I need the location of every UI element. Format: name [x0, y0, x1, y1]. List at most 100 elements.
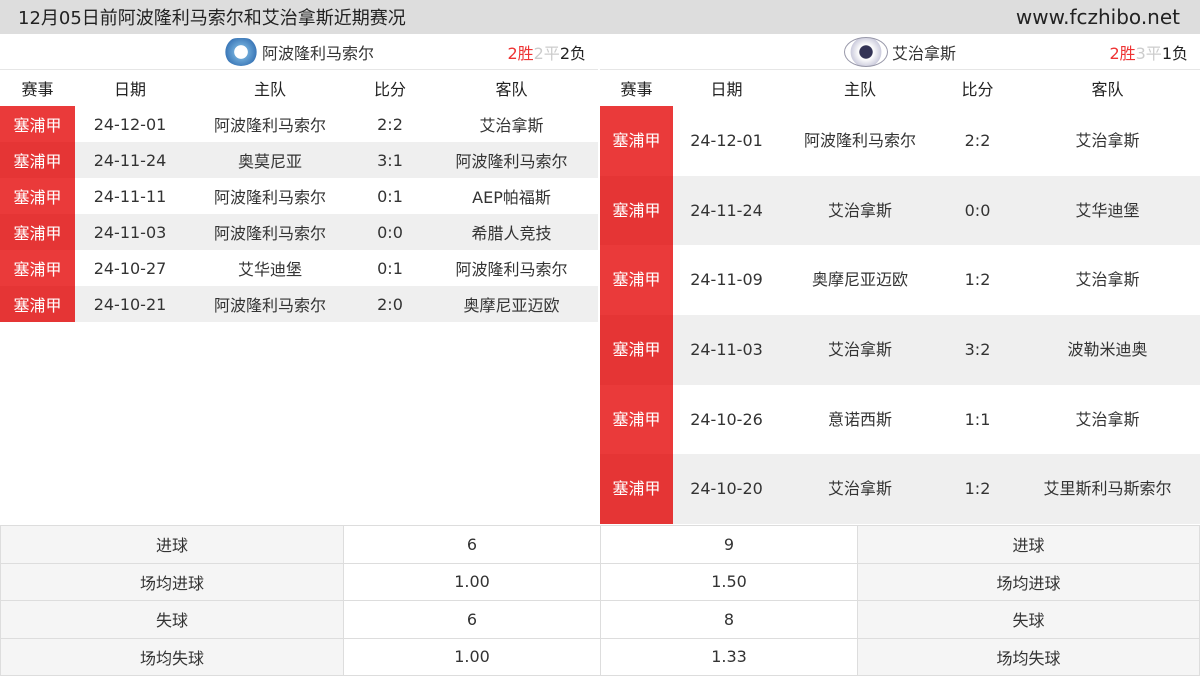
- away-team-cell[interactable]: 奥摩尼亚迈欧: [425, 286, 598, 322]
- home-team-cell[interactable]: 阿波隆利马索尔: [213, 188, 326, 207]
- away-team-panel: 艾治拿斯 2胜3平1负 赛事 日期 主队 比分 客队 塞浦甲 24-12-01 阿波…: [600, 34, 1200, 525]
- table-row: 塞浦甲 24-12-01 阿波隆利马索尔 2:2 艾治拿斯: [600, 106, 1200, 176]
- home-team-cell[interactable]: 艾治拿斯: [780, 454, 940, 525]
- home-team-cell[interactable]: 艾治拿斯: [780, 175, 940, 246]
- competition-cell: 塞浦甲: [0, 178, 75, 214]
- home-stat-value: 6: [343, 600, 601, 639]
- stats-row: 失球 6 8 失球: [0, 600, 1200, 639]
- score-cell[interactable]: 2:0: [355, 286, 425, 322]
- col-date: 日期: [710, 80, 743, 99]
- col-away: 客队: [495, 80, 528, 99]
- away-team-cell[interactable]: 艾治拿斯: [1075, 409, 1140, 429]
- stat-label: 失球: [857, 600, 1200, 639]
- score-cell[interactable]: 3:2: [940, 315, 1015, 385]
- table-row: 塞浦甲 24-11-24 奥莫尼亚 3:1 阿波隆利马索尔: [0, 142, 598, 178]
- score-cell[interactable]: 1:1: [964, 409, 991, 429]
- away-team-cell[interactable]: 艾里斯利马斯索尔: [1015, 454, 1200, 525]
- away-team-cell[interactable]: 阿波隆利马索尔: [425, 142, 598, 178]
- match-table: 赛事 日期 主队 比分 客队 塞浦甲 24-12-01 阿波隆利马索尔 2:2 艾治拿斯…: [600, 70, 1200, 525]
- team-name[interactable]: 阿波隆利马索尔: [261, 43, 374, 63]
- competition-cell: 塞浦甲: [600, 454, 673, 525]
- score-cell[interactable]: 2:2: [377, 114, 403, 134]
- table-row: 塞浦甲 24-10-20 艾治拿斯 1:2 艾里斯利马斯索尔: [600, 454, 1200, 525]
- away-team-cell[interactable]: AEP帕福斯: [472, 188, 551, 207]
- competition-cell: 塞浦甲: [0, 286, 75, 322]
- record-lose: 1负: [1161, 43, 1188, 63]
- home-team-panel: 阿波隆利马索尔 2胜2平2负 赛事 日期 主队 比分 客队 塞浦甲 24-12-0…: [0, 34, 598, 525]
- away-team-cell[interactable]: 艾治拿斯: [1075, 130, 1140, 150]
- record-win: 2胜: [507, 43, 534, 63]
- home-team-cell[interactable]: 阿波隆利马索尔: [185, 286, 355, 322]
- score-cell[interactable]: 1:2: [964, 270, 991, 290]
- table-header: 赛事 日期 主队 比分 客队: [600, 70, 1200, 106]
- record-draw: 2平: [533, 43, 560, 63]
- record-win: 2胜: [1109, 43, 1136, 63]
- stats-row: 场均进球 1.00 1.50 场均进球: [0, 562, 1200, 601]
- table-row: 塞浦甲 24-10-27 艾华迪堡 0:1 阿波隆利马索尔: [0, 250, 598, 286]
- col-away: 客队: [1091, 80, 1124, 99]
- away-team-cell[interactable]: 阿波隆利马索尔: [455, 260, 568, 279]
- table-row: 塞浦甲 24-11-03 艾治拿斯 3:2 波勒米迪奥: [600, 315, 1200, 385]
- away-team-cell[interactable]: 艾治拿斯: [1075, 270, 1140, 290]
- competition-cell: 塞浦甲: [600, 106, 673, 176]
- stat-label: 失球: [0, 600, 344, 639]
- col-score: 比分: [961, 80, 994, 99]
- site-url[interactable]: www.fczhibo.net: [1015, 5, 1180, 29]
- table-row: 塞浦甲 24-10-21 阿波隆利马索尔 2:0 奥摩尼亚迈欧: [0, 286, 598, 322]
- away-stat-value: 1.50: [600, 562, 858, 601]
- away-team-cell[interactable]: 希腊人竞技: [425, 214, 598, 250]
- date-cell: 24-11-03: [75, 214, 185, 250]
- away-team-cell[interactable]: 波勒米迪奥: [1015, 315, 1200, 385]
- table-row: 塞浦甲 24-10-26 意诺西斯 1:1 艾治拿斯: [600, 384, 1200, 455]
- home-team-cell[interactable]: 奥莫尼亚: [185, 142, 355, 178]
- score-cell[interactable]: 0:1: [377, 186, 403, 206]
- team-header: 阿波隆利马索尔 2胜2平2负: [0, 34, 598, 70]
- home-team-cell[interactable]: 奥摩尼亚迈欧: [811, 270, 908, 290]
- table-row: 塞浦甲 24-11-03 阿波隆利马索尔 0:0 希腊人竞技: [0, 214, 598, 250]
- home-team-cell[interactable]: 阿波隆利马索尔: [803, 130, 916, 150]
- col-home: 主队: [843, 80, 876, 99]
- home-team-cell[interactable]: 阿波隆利马索尔: [185, 214, 355, 250]
- table-row: 塞浦甲 24-11-09 奥摩尼亚迈欧 1:2 艾治拿斯: [600, 245, 1200, 316]
- score-cell[interactable]: 0:0: [355, 214, 425, 250]
- date-cell: 24-12-01: [93, 114, 167, 134]
- score-cell[interactable]: 1:2: [940, 454, 1015, 525]
- date-cell: 24-11-11: [93, 186, 167, 206]
- score-cell[interactable]: 2:2: [964, 130, 991, 150]
- home-stat-value: 1.00: [343, 637, 601, 676]
- date-cell: 24-12-01: [690, 130, 763, 150]
- home-team-cell[interactable]: 阿波隆利马索尔: [213, 116, 326, 135]
- home-stat-value: 6: [343, 525, 601, 564]
- record-draw: 3平: [1135, 43, 1162, 63]
- col-score: 比分: [373, 80, 406, 99]
- stat-label: 进球: [857, 525, 1200, 564]
- team-name[interactable]: 艾治拿斯: [891, 43, 956, 63]
- col-competition: 赛事: [620, 80, 653, 99]
- score-cell[interactable]: 0:0: [940, 175, 1015, 246]
- home-stat-value: 1.00: [343, 562, 601, 601]
- home-team-cell[interactable]: 艾华迪堡: [237, 260, 302, 279]
- date-cell: 24-10-21: [75, 286, 185, 322]
- stat-label: 进球: [0, 525, 344, 564]
- competition-cell: 塞浦甲: [0, 106, 75, 142]
- date-cell: 24-10-27: [93, 258, 167, 278]
- competition-cell: 塞浦甲: [0, 142, 75, 178]
- table-row: 塞浦甲 24-11-24 艾治拿斯 0:0 艾华迪堡: [600, 175, 1200, 246]
- away-team-cell[interactable]: 艾华迪堡: [1015, 175, 1200, 246]
- stat-label: 场均进球: [0, 562, 344, 601]
- col-home: 主队: [253, 80, 286, 99]
- score-cell[interactable]: 0:1: [377, 258, 403, 278]
- stat-label: 场均进球: [857, 562, 1200, 601]
- team-logo-icon: [843, 36, 888, 67]
- date-cell: 24-11-03: [673, 315, 780, 385]
- competition-cell: 塞浦甲: [600, 384, 673, 455]
- home-team-cell[interactable]: 艾治拿斯: [780, 315, 940, 385]
- date-cell: 24-11-09: [690, 270, 763, 290]
- score-cell[interactable]: 3:1: [355, 142, 425, 178]
- date-cell: 24-11-24: [673, 175, 780, 246]
- home-team-cell[interactable]: 意诺西斯: [827, 409, 892, 429]
- competition-cell: 塞浦甲: [600, 315, 673, 385]
- stats-row: 场均失球 1.00 1.33 场均失球: [0, 637, 1200, 676]
- team-record: 2胜3平1负: [1109, 40, 1188, 64]
- away-team-cell[interactable]: 艾治拿斯: [479, 116, 544, 135]
